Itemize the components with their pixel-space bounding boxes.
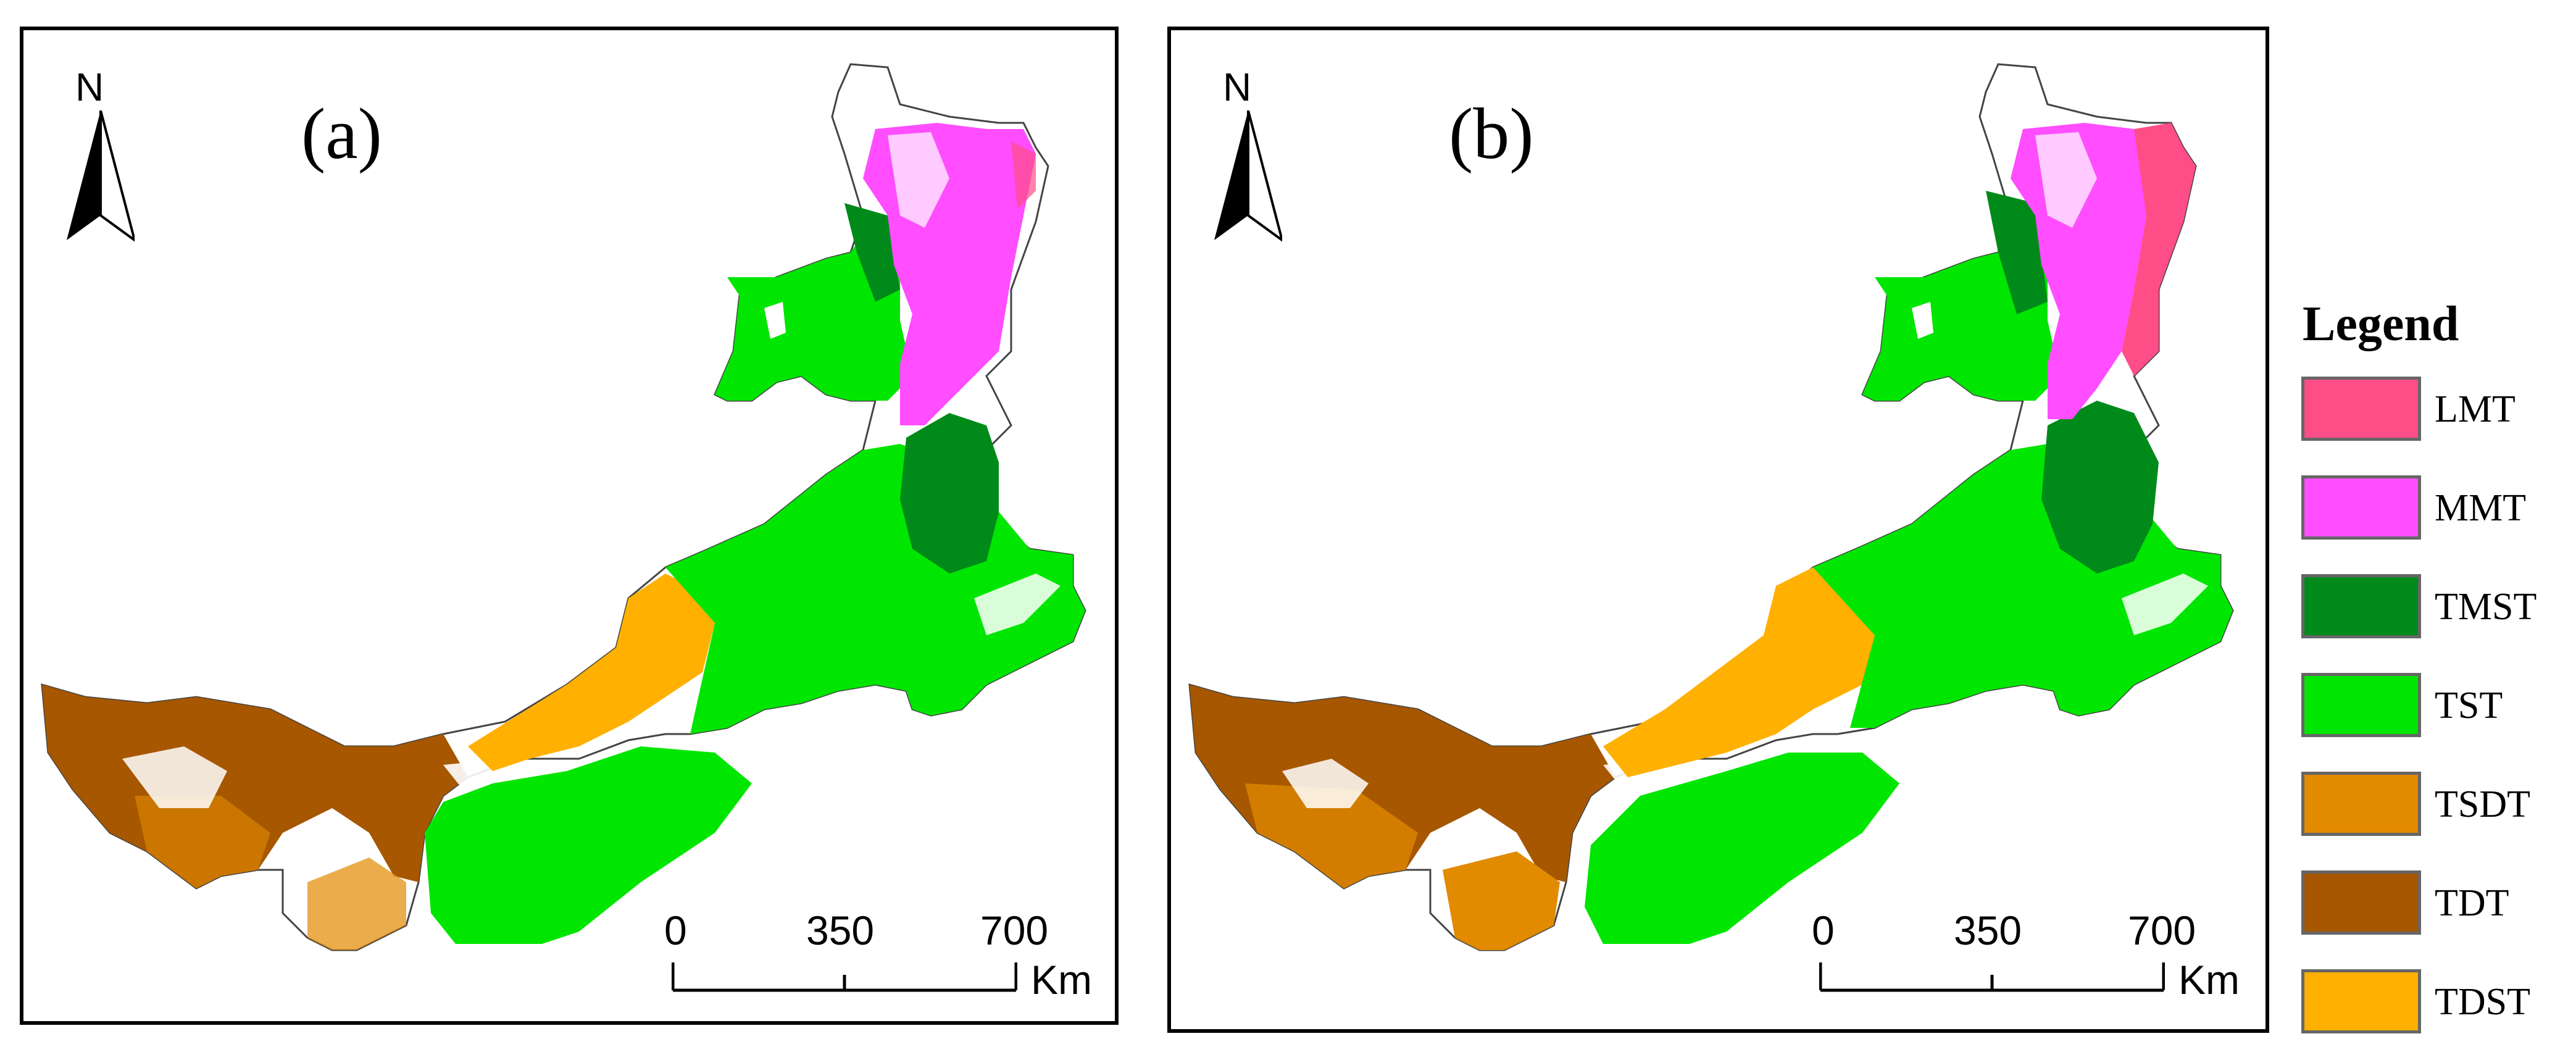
legend-label: TMST xyxy=(2435,586,2537,628)
zone-tsdt xyxy=(1245,783,1418,888)
legend-swatch xyxy=(2301,772,2421,836)
zone-tst-south xyxy=(1585,753,1899,944)
legend-swatch xyxy=(2301,475,2421,540)
zone-tmst-nw xyxy=(844,203,900,302)
legend-item-tdst: TDST xyxy=(2295,969,2567,1037)
legend-title: Legend xyxy=(2303,297,2459,351)
map-a xyxy=(41,63,1086,951)
scale-tick-350: 350 xyxy=(806,908,875,953)
scale-bar xyxy=(1819,962,2165,992)
scale-tick-350: 350 xyxy=(1954,908,2022,953)
legend-label: LMT xyxy=(2435,388,2516,430)
map-panel-b: (b) N 0 350 700 Km xyxy=(1167,27,2269,1033)
scale-tick-700: 700 xyxy=(2128,908,2196,953)
scale-bar xyxy=(672,962,1017,992)
legend-item-lmt: LMT xyxy=(2295,377,2567,444)
zone-tmst xyxy=(2041,401,2159,574)
panel-label-a: (a) xyxy=(301,93,382,174)
legend-swatch xyxy=(2301,969,2421,1033)
map-b xyxy=(1188,63,2234,951)
zone-tdst xyxy=(1603,567,1875,777)
zone-tst-south xyxy=(425,746,752,944)
east-white-patch xyxy=(974,574,1061,635)
zone-tsdt xyxy=(135,796,270,888)
legend-item-tmst: TMST xyxy=(2295,574,2567,642)
legend-item-tsdt: TSDT xyxy=(2295,772,2567,840)
scale-tick-0: 0 xyxy=(1812,908,1835,953)
lake-patch xyxy=(1912,302,1933,339)
scale-tick-0: 0 xyxy=(664,908,687,953)
legend-label: TSDT xyxy=(2435,783,2530,825)
legend-label: TDST xyxy=(2435,981,2530,1023)
legend-label: TDT xyxy=(2435,882,2509,924)
zone-lmt xyxy=(2122,123,2196,376)
lake-patch xyxy=(764,302,786,339)
north-letter: N xyxy=(75,65,104,109)
map-panel-a: (a) N 0 350 700 Km xyxy=(20,27,1119,1025)
legend-swatch xyxy=(2301,870,2421,935)
zone-mmt-white xyxy=(888,132,949,228)
zone-tdst xyxy=(468,574,715,771)
zone-tsdt-south xyxy=(307,858,406,950)
north-letter: N xyxy=(1223,65,1252,109)
legend-swatch xyxy=(2301,574,2421,638)
panel-label-b: (b) xyxy=(1449,93,1534,174)
scale-unit: Km xyxy=(1031,957,1092,1003)
desert-patch xyxy=(1282,759,1369,808)
scale-tick-700: 700 xyxy=(980,908,1049,953)
scale-unit: Km xyxy=(2178,957,2240,1003)
desert-patch xyxy=(122,746,227,808)
legend-label: TST xyxy=(2435,685,2503,727)
zone-tsdt-south xyxy=(1443,851,1560,950)
east-white-patch xyxy=(2122,574,2208,635)
zone-tmst xyxy=(900,413,999,574)
zone-lmt xyxy=(1011,141,1036,209)
north-arrow-icon xyxy=(1214,111,1282,242)
north-arrow-icon xyxy=(67,111,135,242)
legend-swatch xyxy=(2301,673,2421,737)
legend-item-tdt: TDT xyxy=(2295,870,2567,938)
legend-swatch xyxy=(2301,377,2421,441)
legend-item-tst: TST xyxy=(2295,673,2567,741)
legend: Legend LMT MMT TMST TST TSDT TDT TDST xyxy=(2295,296,2567,1037)
legend-label: MMT xyxy=(2435,487,2527,529)
legend-item-mmt: MMT xyxy=(2295,475,2567,543)
zone-mmt-white xyxy=(2035,132,2097,228)
zone-tmst-nw xyxy=(1986,191,2048,314)
